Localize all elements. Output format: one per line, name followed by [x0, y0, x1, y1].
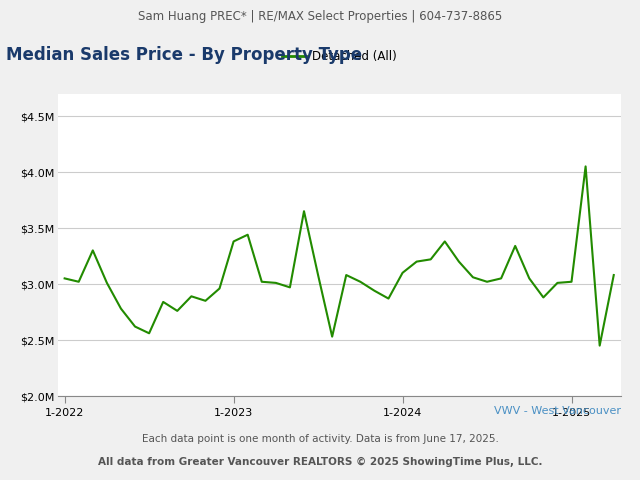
Text: VWV - West Vancouver: VWV - West Vancouver [494, 406, 621, 416]
Text: Each data point is one month of activity. Data is from June 17, 2025.: Each data point is one month of activity… [141, 434, 499, 444]
Legend: Detached (All): Detached (All) [277, 45, 401, 68]
Text: Sam Huang PREC* | RE/MAX Select Properties | 604-737-8865: Sam Huang PREC* | RE/MAX Select Properti… [138, 10, 502, 24]
Text: All data from Greater Vancouver REALTORS © 2025 ShowingTime Plus, LLC.: All data from Greater Vancouver REALTORS… [98, 457, 542, 467]
Text: Median Sales Price - By Property Type: Median Sales Price - By Property Type [6, 46, 362, 63]
